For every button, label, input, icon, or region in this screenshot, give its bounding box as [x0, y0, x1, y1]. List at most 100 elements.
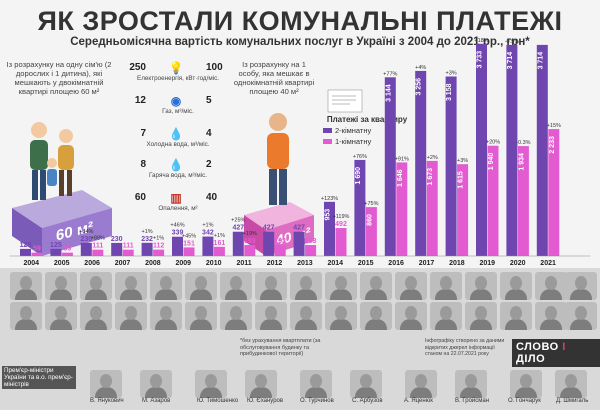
- prime-minister-name: Д. Шмигаль: [556, 398, 589, 404]
- bar-two-room-2018: [445, 76, 457, 256]
- bar-value-label: 1 690: [355, 167, 362, 185]
- utility-right-value: 4: [206, 128, 212, 139]
- prime-minister-photo: [395, 302, 427, 330]
- bar-change-label: +19%: [243, 231, 257, 237]
- x-tick-label: 2010: [206, 260, 222, 267]
- bar-one-room-2017: [426, 160, 438, 256]
- x-tick-label: 2018: [449, 260, 465, 267]
- bar-value-label: 230: [80, 236, 92, 243]
- utility-caption: Електроенергія, кВт·год/міс.: [137, 75, 219, 82]
- bar-one-room-2008: [153, 249, 165, 256]
- logo-word-1: СЛОВО: [516, 341, 559, 353]
- bar-one-room-2012: [274, 245, 286, 256]
- x-tick-label: 2005: [54, 260, 70, 267]
- prime-minister-photo: [185, 272, 217, 300]
- bar-value-label: 3 714: [537, 52, 544, 70]
- bar-one-room-2014: [335, 228, 347, 256]
- bar-one-room-2020: [517, 146, 529, 256]
- bar-two-room-2016: [384, 77, 396, 256]
- prime-minister-photo: [150, 272, 182, 300]
- bar-chart: 125592004125592005230+84%111+88%20062301…: [10, 38, 590, 267]
- page-subtitle: Середньомісячна вартість комунальних пос…: [70, 36, 530, 48]
- utility-left-value: 250: [129, 62, 146, 73]
- bar-one-room-2021: [548, 129, 560, 256]
- bar-change-label: +3%: [457, 158, 468, 164]
- prime-minister-name: В. Янукович: [90, 398, 124, 404]
- bar-two-room-2013: [293, 231, 305, 256]
- prime-minister-photo: [255, 272, 287, 300]
- bar-change-label: +1%: [202, 223, 213, 229]
- bar-one-room-2010: [213, 246, 225, 256]
- x-tick-label: 2019: [480, 260, 496, 267]
- bar-two-room-2017: [415, 70, 427, 256]
- bar-value-label: 193: [305, 238, 317, 245]
- prime-minister-name: Ю. Тимошенко: [197, 398, 239, 404]
- bar-value-label: 1 940: [488, 153, 495, 171]
- logo: СЛОВО І ДІЛО: [512, 339, 600, 367]
- bar-two-room-2012: [263, 231, 275, 256]
- bar-change-label: -0.3%: [516, 140, 530, 146]
- prime-minister-name: О. Турчинов: [300, 398, 334, 404]
- receipt-icon: [327, 89, 363, 113]
- bar-value-label: 59: [64, 246, 72, 253]
- bar-two-room-2020: [506, 44, 518, 256]
- legend-label: 1-кімнатну: [335, 137, 372, 146]
- bar-value-label: 953: [325, 209, 332, 221]
- legend-title: Платежі за квартиру: [326, 115, 408, 124]
- bar-value-label: 59: [33, 246, 41, 253]
- bar-value-label: 125: [50, 242, 62, 249]
- bar-change-label: +76%: [353, 154, 367, 160]
- x-tick-label: 2016: [388, 260, 404, 267]
- lightbulb-icon: 💡: [168, 61, 184, 75]
- bar-two-room-2005: [50, 248, 62, 256]
- prime-minister-portrait: [510, 370, 542, 398]
- bar-value-label: 3 256: [416, 78, 423, 96]
- bar-value-label: 342: [202, 230, 214, 237]
- x-tick-label: 2008: [145, 260, 161, 267]
- cold-water-icon: 💧: [168, 127, 184, 141]
- utility-caption: Холодна вода, м³/міс.: [146, 141, 210, 148]
- prime-minister-photo: [290, 272, 322, 300]
- right-note: Із розрахунку на 1 особу, яка мешкає в о…: [233, 60, 315, 96]
- chart-legend: Платежі за квартиру 2-кімнатну 1-кімнатн…: [323, 115, 411, 146]
- bar-change-label: +91%: [395, 156, 409, 162]
- bar-value-label: 1 934: [518, 153, 525, 171]
- bar-value-label: 1 646: [397, 169, 404, 187]
- prime-minister-photo: [535, 302, 567, 330]
- bar-value-label: 1 615: [458, 171, 465, 189]
- prime-minister-portrait: [195, 370, 227, 398]
- bar-value-label: 492: [335, 221, 347, 228]
- prime-minister-photo: [290, 302, 322, 330]
- bar-value-label: 339: [172, 230, 184, 237]
- prime-ministers-label: Прем'єр-міністри України та в.о. прем'єр…: [2, 366, 76, 389]
- bar-one-room-2013: [305, 245, 317, 256]
- bar-one-room-2009: [183, 247, 195, 256]
- utility-left-value: 12: [134, 95, 146, 106]
- bar-change-label: +1%: [214, 233, 225, 239]
- bar-change-label: +4%: [415, 65, 426, 71]
- logo-amp: І: [562, 341, 566, 353]
- bar-change-label: +25%: [231, 218, 245, 224]
- bar-value-label: 111: [123, 243, 134, 250]
- prime-minister-photo: [80, 272, 112, 300]
- prime-minister-photo: [565, 302, 597, 330]
- prime-minister-portrait: [90, 370, 122, 398]
- bar-change-label: +2%: [427, 155, 438, 161]
- prime-minister-photo: [220, 302, 252, 330]
- bar-change-label: -0.5%: [505, 39, 519, 45]
- bar-two-room-2021: [536, 44, 548, 256]
- gas-burner-icon: ◉: [170, 94, 182, 108]
- bar-change-label: +1%: [142, 229, 153, 235]
- legend-swatch: [323, 128, 332, 133]
- prime-minister-portrait: [140, 370, 172, 398]
- x-tick-label: 2011: [237, 260, 252, 267]
- legend-label: 2-кімнатну: [335, 126, 372, 135]
- bar-change-label: +75%: [364, 201, 378, 207]
- bar-value-label: 3 733: [477, 51, 484, 69]
- x-tick-label: 2007: [115, 260, 131, 267]
- prime-minister-photo: [10, 302, 42, 330]
- bar-one-room-2015: [365, 207, 377, 256]
- prime-minister-portrait: [300, 370, 332, 398]
- prime-minister-photo: [360, 272, 392, 300]
- bar-change-label: +46%: [170, 223, 184, 229]
